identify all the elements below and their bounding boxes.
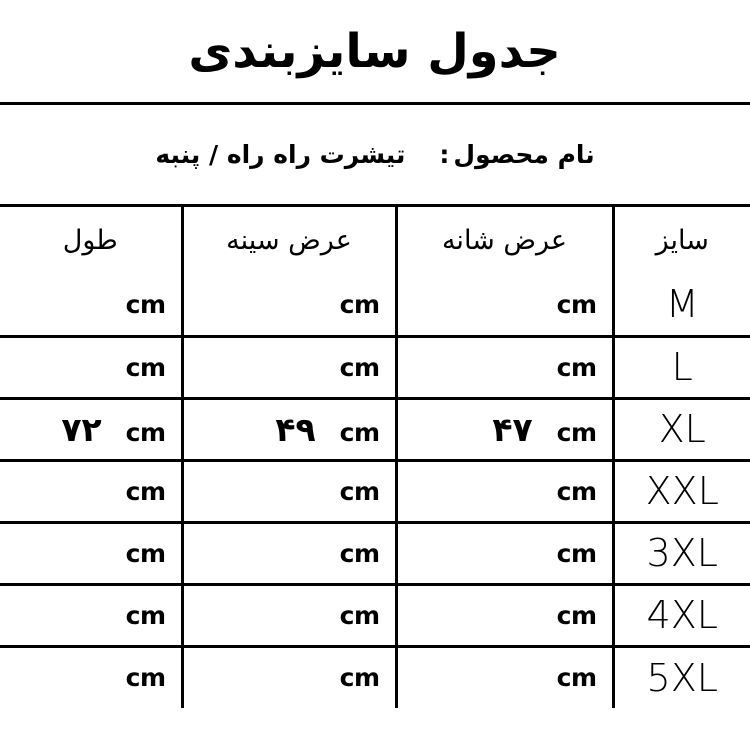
unit-label: cm <box>339 663 380 693</box>
cell-size: 4XL <box>611 584 750 648</box>
unit-label: cm <box>556 352 597 382</box>
cell-size: M <box>611 274 750 338</box>
cell-shoulder-width: cm <box>394 522 613 586</box>
cell-size: XL <box>611 398 750 462</box>
unit-label: cm <box>556 663 597 693</box>
product-name-block: نام محصول : تیشرت راه راه / پنبه <box>0 105 750 207</box>
unit-label: cm <box>556 600 597 630</box>
table-row: M cm cm cm <box>0 274 750 338</box>
measure-value: ۴۷ <box>492 409 533 449</box>
cell-shoulder-width: cm <box>394 274 613 338</box>
cell-shoulder-width: cm <box>394 460 613 524</box>
unit-label: cm <box>125 417 166 447</box>
cell-size: 3XL <box>611 522 750 586</box>
cell-length: cm <box>0 274 182 338</box>
size-table: سایز عرض شانه عرض سینه طول M cm cm <box>0 207 750 708</box>
table-header-row: سایز عرض شانه عرض سینه طول <box>0 207 750 274</box>
product-name-value: تیشرت راه راه / پنبه <box>155 140 406 169</box>
column-header-size: سایز <box>611 207 750 274</box>
table-row: 5XL cm cm cm <box>0 646 750 708</box>
table-row: 4XL cm cm cm <box>0 584 750 648</box>
cell-shoulder-width: cm ۴۷ <box>394 398 613 462</box>
unit-label: cm <box>339 600 380 630</box>
cell-size: XXL <box>611 460 750 524</box>
product-name-line: نام محصول : تیشرت راه راه / پنبه <box>155 140 594 169</box>
cell-chest-width: cm <box>180 584 396 648</box>
title-block: جدول سایزبندی <box>0 0 750 105</box>
cell-shoulder-width: cm <box>394 646 613 708</box>
product-name-label: نام محصول <box>453 140 595 169</box>
table-row: L cm cm cm <box>0 336 750 400</box>
unit-label: cm <box>339 538 380 568</box>
cell-chest-width: cm <box>180 460 396 524</box>
cell-length: cm <box>0 646 182 708</box>
product-name-colon: : <box>439 140 450 169</box>
unit-label: cm <box>556 538 597 568</box>
unit-label: cm <box>339 352 380 382</box>
measure-value: ۴۹ <box>275 409 316 449</box>
cell-length: cm <box>0 584 182 648</box>
column-header-shoulder-width: عرض شانه <box>394 207 613 274</box>
unit-label: cm <box>339 417 380 447</box>
cell-chest-width: cm <box>180 274 396 338</box>
cell-chest-width: cm <box>180 336 396 400</box>
cell-shoulder-width: cm <box>394 336 613 400</box>
column-header-chest-width: عرض سینه <box>180 207 396 274</box>
table-row: XL cm ۴۷ cm ۴۹ cm ۷۲ <box>0 398 750 462</box>
cell-chest-width: cm <box>180 522 396 586</box>
cell-length: cm <box>0 336 182 400</box>
column-header-length: طول <box>62 225 118 256</box>
measure-value: ۷۲ <box>61 409 102 449</box>
unit-label: cm <box>339 476 380 506</box>
unit-label: cm <box>556 476 597 506</box>
unit-label: cm <box>125 289 166 319</box>
page-title: جدول سایزبندی <box>188 23 563 79</box>
unit-label: cm <box>125 352 166 382</box>
cell-size: 5XL <box>611 646 750 708</box>
table-row: 3XL cm cm cm <box>0 522 750 586</box>
unit-label: cm <box>556 289 597 319</box>
cell-length: cm ۷۲ <box>0 398 182 462</box>
table-body: M cm cm cm <box>0 274 750 708</box>
unit-label: cm <box>556 417 597 447</box>
unit-label: cm <box>125 663 166 693</box>
cell-length: cm <box>0 522 182 586</box>
unit-label: cm <box>339 289 380 319</box>
cell-chest-width: cm ۴۹ <box>180 398 396 462</box>
unit-label: cm <box>125 600 166 630</box>
unit-label: cm <box>125 538 166 568</box>
cell-shoulder-width: cm <box>394 584 613 648</box>
table-row: XXL cm cm cm <box>0 460 750 524</box>
unit-label: cm <box>125 476 166 506</box>
cell-length: cm <box>0 460 182 524</box>
cell-size: L <box>611 336 750 400</box>
cell-chest-width: cm <box>180 646 396 708</box>
